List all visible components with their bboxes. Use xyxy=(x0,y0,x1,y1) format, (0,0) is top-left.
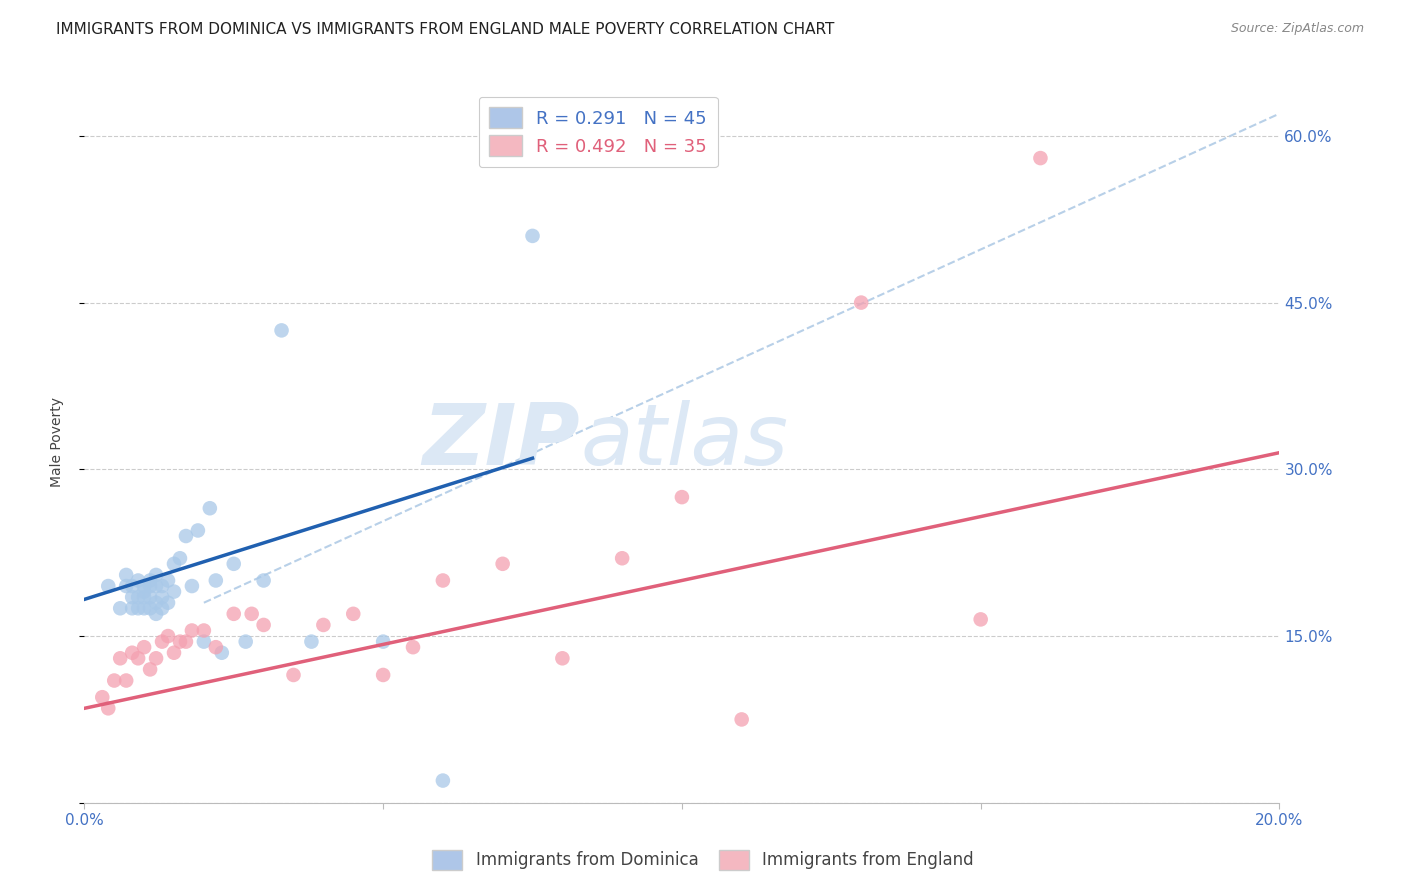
Point xyxy=(222,607,245,621)
Point xyxy=(163,584,186,599)
Point xyxy=(373,634,395,648)
Point xyxy=(121,601,143,615)
Point xyxy=(132,584,156,599)
Point xyxy=(115,568,138,582)
Point xyxy=(115,673,138,688)
Point xyxy=(253,618,276,632)
Point xyxy=(132,640,156,655)
Point xyxy=(205,640,228,655)
Point xyxy=(970,612,993,626)
Point xyxy=(181,579,204,593)
Point xyxy=(150,634,173,648)
Point xyxy=(342,607,364,621)
Legend: R = 0.291   N = 45, R = 0.492   N = 35: R = 0.291 N = 45, R = 0.492 N = 35 xyxy=(478,96,718,167)
Point xyxy=(205,574,228,588)
Text: atlas: atlas xyxy=(581,400,789,483)
Point xyxy=(157,574,180,588)
Point xyxy=(612,551,634,566)
Point xyxy=(139,601,162,615)
Point xyxy=(198,501,221,516)
Point xyxy=(145,651,167,665)
Point xyxy=(127,574,149,588)
Text: IMMIGRANTS FROM DOMINICA VS IMMIGRANTS FROM ENGLAND MALE POVERTY CORRELATION CHA: IMMIGRANTS FROM DOMINICA VS IMMIGRANTS F… xyxy=(56,22,835,37)
Point xyxy=(121,579,143,593)
Point xyxy=(373,668,395,682)
Point xyxy=(127,651,149,665)
Y-axis label: Male Poverty: Male Poverty xyxy=(49,397,63,486)
Point xyxy=(402,640,425,655)
Point xyxy=(312,618,335,632)
Point xyxy=(193,624,215,638)
Point xyxy=(174,529,197,543)
Point xyxy=(283,668,305,682)
Point xyxy=(157,596,180,610)
Point xyxy=(851,295,873,310)
Point xyxy=(551,651,574,665)
Point xyxy=(139,662,162,676)
Point xyxy=(169,634,191,648)
Point xyxy=(174,634,197,648)
Point xyxy=(222,557,245,571)
Point xyxy=(139,579,162,593)
Point xyxy=(103,673,125,688)
Point xyxy=(522,228,544,243)
Point xyxy=(150,579,173,593)
Text: ZIP: ZIP xyxy=(423,400,581,483)
Point xyxy=(127,590,149,604)
Point xyxy=(187,524,209,538)
Point xyxy=(193,634,215,648)
Point xyxy=(145,607,167,621)
Point xyxy=(139,574,162,588)
Text: Source: ZipAtlas.com: Source: ZipAtlas.com xyxy=(1230,22,1364,36)
Point xyxy=(115,579,138,593)
Point xyxy=(150,601,173,615)
Point xyxy=(253,574,276,588)
Point xyxy=(240,607,263,621)
Point xyxy=(145,596,167,610)
Point xyxy=(301,634,323,648)
Point xyxy=(235,634,257,648)
Point xyxy=(432,574,454,588)
Point xyxy=(671,490,693,504)
Point xyxy=(211,646,233,660)
Point xyxy=(181,624,204,638)
Point xyxy=(163,557,186,571)
Point xyxy=(110,651,132,665)
Point xyxy=(157,629,180,643)
Point xyxy=(150,590,173,604)
Legend: Immigrants from Dominica, Immigrants from England: Immigrants from Dominica, Immigrants fro… xyxy=(426,844,980,876)
Point xyxy=(121,590,143,604)
Point xyxy=(432,773,454,788)
Point xyxy=(97,701,120,715)
Point xyxy=(270,323,292,337)
Point xyxy=(139,590,162,604)
Point xyxy=(91,690,114,705)
Point xyxy=(169,551,191,566)
Point xyxy=(132,590,156,604)
Point xyxy=(110,601,132,615)
Point xyxy=(145,579,167,593)
Point xyxy=(145,568,167,582)
Point xyxy=(731,713,754,727)
Point xyxy=(132,601,156,615)
Point xyxy=(1029,151,1052,165)
Point xyxy=(127,601,149,615)
Point xyxy=(121,646,143,660)
Point xyxy=(132,579,156,593)
Point xyxy=(97,579,120,593)
Point xyxy=(492,557,515,571)
Point xyxy=(163,646,186,660)
